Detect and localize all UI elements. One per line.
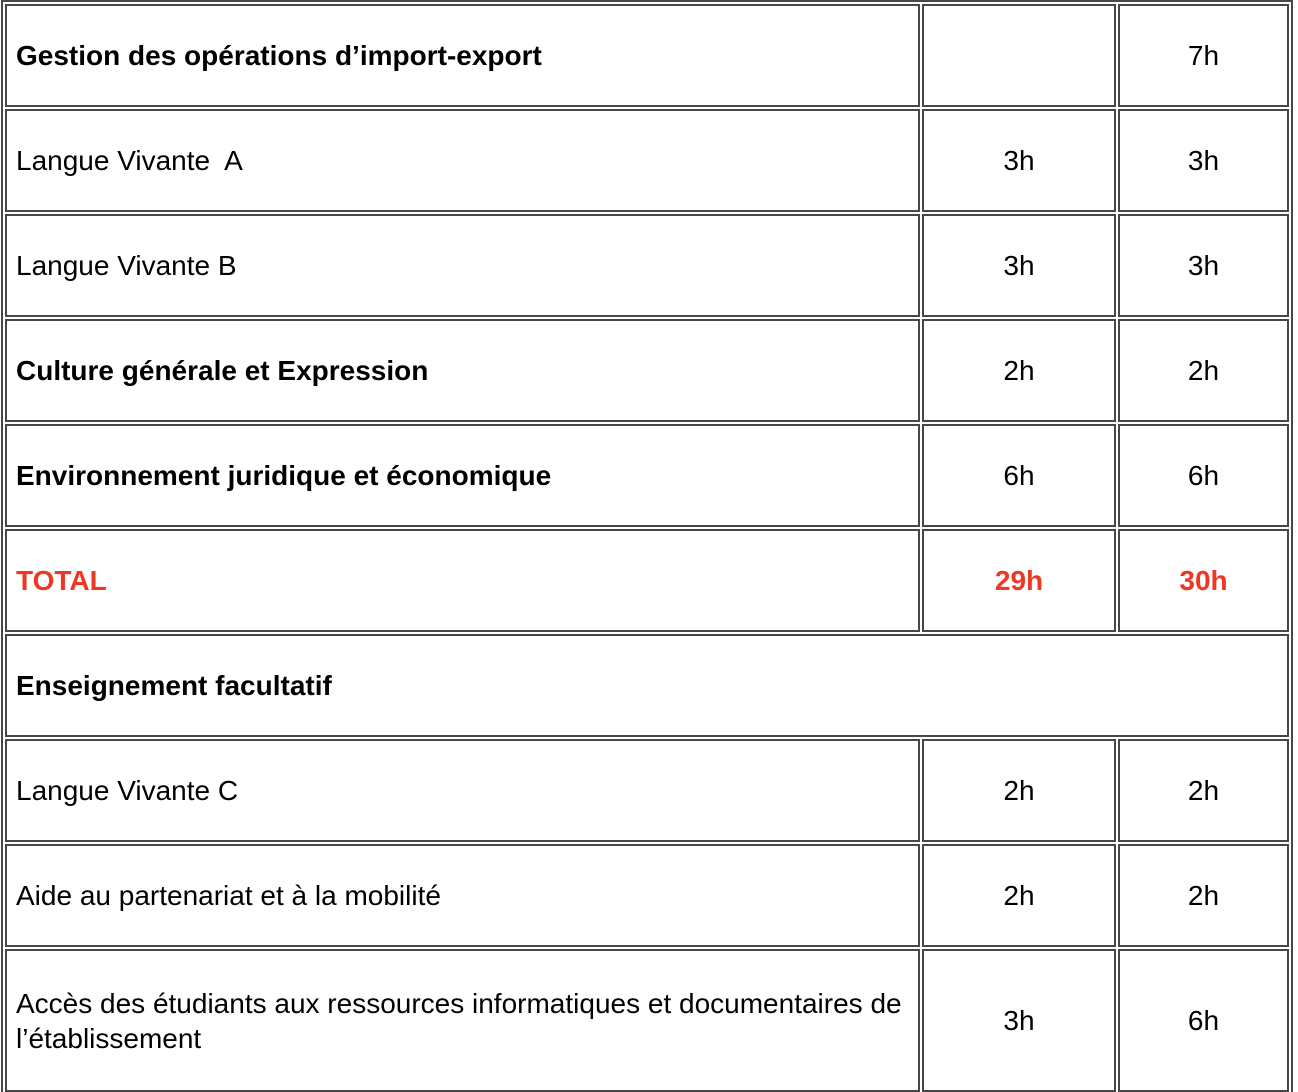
hours-value-b: 2h — [1118, 739, 1289, 842]
hours-value-b: 3h — [1118, 109, 1289, 212]
table-row-aide-partenariat: Aide au partenariat et à la mobilité 2h … — [5, 844, 1289, 947]
hours-value-b: 6h — [1118, 949, 1289, 1092]
subject-label: Culture générale et Expression — [5, 319, 920, 422]
hours-value-a: 2h — [922, 739, 1116, 842]
hours-value-a — [922, 4, 1116, 107]
hours-value-b: 2h — [1118, 319, 1289, 422]
hours-value-b: 2h — [1118, 844, 1289, 947]
hours-value-a: 3h — [922, 214, 1116, 317]
table-row-culture-generale: Culture générale et Expression 2h 2h — [5, 319, 1289, 422]
table-row-langue-vivante-c: Langue Vivante C 2h 2h — [5, 739, 1289, 842]
hours-value-b: 7h — [1118, 4, 1289, 107]
table-row-acces-ressources: Accès des étudiants aux ressources infor… — [5, 949, 1289, 1092]
subject-label: Accès des étudiants aux ressources infor… — [5, 949, 920, 1092]
subject-label: Gestion des opérations d’import-export — [5, 4, 920, 107]
subject-label: Environnement juridique et économique — [5, 424, 920, 527]
section-header-label: Enseignement facultatif — [5, 634, 1289, 737]
table-row-total: TOTAL 29h 30h — [5, 529, 1289, 632]
subject-label: Langue Vivante B — [5, 214, 920, 317]
table-row-gestion-import-export: Gestion des opérations d’import-export 7… — [5, 4, 1289, 107]
table-row-environnement-juridique: Environnement juridique et économique 6h… — [5, 424, 1289, 527]
subject-label: Langue Vivante C — [5, 739, 920, 842]
hours-value-a: 3h — [922, 109, 1116, 212]
subject-label: Aide au partenariat et à la mobilité — [5, 844, 920, 947]
table-row-langue-vivante-a: Langue Vivante A 3h 3h — [5, 109, 1289, 212]
hours-value-a: 3h — [922, 949, 1116, 1092]
hours-value-b: 3h — [1118, 214, 1289, 317]
hours-value-a: 2h — [922, 319, 1116, 422]
hours-value-b: 6h — [1118, 424, 1289, 527]
table-row-section-enseignement-facultatif: Enseignement facultatif — [5, 634, 1289, 737]
subject-label: Langue Vivante A — [5, 109, 920, 212]
hours-value-a: 2h — [922, 844, 1116, 947]
total-hours-b: 30h — [1118, 529, 1289, 632]
total-label: TOTAL — [5, 529, 920, 632]
table-row-langue-vivante-b: Langue Vivante B 3h 3h — [5, 214, 1289, 317]
hours-value-a: 6h — [922, 424, 1116, 527]
total-hours-a: 29h — [922, 529, 1116, 632]
